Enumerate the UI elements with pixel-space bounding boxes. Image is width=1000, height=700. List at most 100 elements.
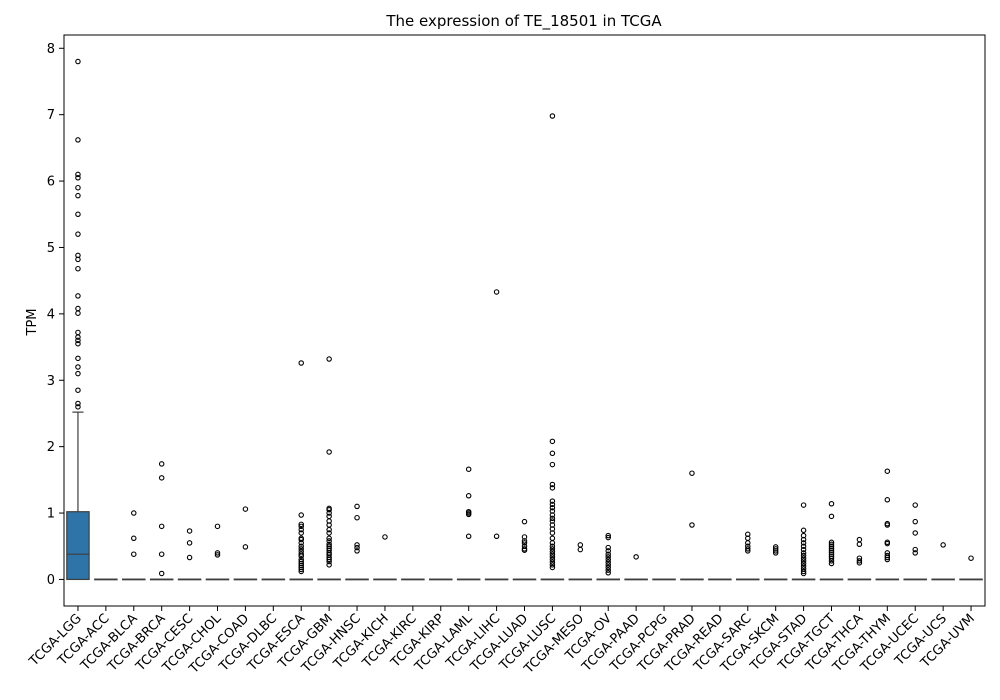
outlier-point [75, 305, 81, 312]
outlier-point [493, 289, 500, 295]
outlier-point [689, 522, 695, 528]
chart-title: The expression of TE_18501 in TCGA [385, 12, 662, 31]
outlier-point [549, 540, 556, 546]
outlier-point [354, 548, 360, 554]
outlier-point [856, 536, 863, 543]
outlier-point [549, 530, 556, 536]
outlier-point [521, 518, 528, 525]
outlier-point [186, 528, 193, 534]
outlier-point [772, 548, 779, 554]
outlier-point [549, 559, 556, 565]
outlier-point [158, 475, 165, 481]
outlier-point [884, 540, 891, 547]
outlier-point [326, 558, 332, 565]
outlier-point [354, 503, 360, 510]
outlier-point [549, 512, 556, 518]
outlier-point [884, 556, 891, 563]
box [66, 511, 90, 581]
outlier-point [549, 546, 556, 552]
outlier-point [549, 556, 556, 563]
outlier-point [326, 506, 332, 513]
y-tick-label: 0 [47, 573, 55, 588]
outlier-point [912, 546, 918, 553]
outlier-point [75, 256, 81, 263]
outlier-point [214, 552, 221, 558]
outlier-point [298, 543, 304, 549]
outlier-point [186, 540, 193, 546]
outlier-point [549, 564, 556, 571]
outlier-point [940, 542, 946, 548]
outlier-point [75, 404, 81, 410]
outlier-point [214, 550, 221, 556]
y-tick-label: 5 [47, 241, 55, 256]
outlier-point [745, 548, 751, 554]
outlier-point [298, 530, 304, 536]
outlier-point [549, 543, 556, 549]
outlier-point [856, 541, 863, 548]
outlier-point [689, 470, 695, 476]
y-tick-label: 3 [47, 374, 55, 389]
outlier-point [298, 546, 304, 552]
outlier-point [521, 547, 528, 553]
outlier-point [800, 560, 807, 567]
outlier-point [158, 551, 165, 557]
outlier-point [605, 544, 611, 551]
outlier-point [75, 340, 81, 347]
outlier-point [549, 501, 556, 508]
outlier-point [298, 523, 304, 530]
outlier-point [242, 506, 249, 512]
outlier-point [75, 337, 81, 344]
outlier-point [828, 558, 835, 564]
outlier-point [75, 370, 81, 377]
outlier-point [326, 526, 332, 533]
outlier-point [326, 530, 332, 536]
outlier-point [828, 560, 835, 567]
outlier-point [298, 360, 304, 366]
outlier-point [856, 560, 863, 566]
outlier-point [912, 502, 918, 508]
y-tick-label: 1 [47, 507, 55, 522]
outlier-point [800, 536, 807, 543]
outlier-point [912, 530, 918, 536]
outlier-point [745, 540, 751, 546]
outlier-point [884, 522, 891, 528]
outlier-point [745, 546, 751, 552]
outlier-point [549, 498, 556, 504]
outlier-point [549, 113, 556, 119]
outlier-point [465, 533, 472, 540]
outlier-point [382, 534, 388, 540]
outlier-point [75, 387, 81, 393]
outlier-point [186, 554, 193, 561]
outlier-point [772, 550, 779, 556]
outlier-point [912, 550, 918, 556]
outlier-point [549, 438, 556, 445]
outlier-point [912, 518, 918, 525]
outlier-point [298, 512, 304, 518]
outlier-point [158, 523, 165, 530]
y-axis-label: TPM [25, 309, 40, 337]
y-tick-label: 7 [47, 108, 55, 123]
outlier-point [521, 538, 528, 544]
outlier-point [800, 555, 807, 561]
outlier-point [75, 364, 81, 370]
outlier-point [549, 450, 556, 457]
outlier-point [326, 449, 332, 455]
outlier-point [549, 535, 556, 542]
outlier-point [131, 535, 137, 542]
outlier-point [968, 555, 974, 561]
outlier-point [326, 510, 332, 516]
outlier-point [605, 532, 611, 539]
outlier-point [800, 540, 807, 546]
outlier-point [326, 538, 332, 544]
outlier-point [298, 553, 304, 559]
outlier-point [493, 533, 500, 540]
outlier-point [75, 329, 81, 336]
outlier-point [298, 540, 304, 546]
outlier-point [465, 466, 472, 472]
outlier-point [131, 551, 137, 557]
y-tick-label: 8 [47, 42, 55, 57]
outlier-point [800, 550, 807, 556]
outlier-point [326, 535, 332, 542]
outlier-point [549, 551, 556, 557]
